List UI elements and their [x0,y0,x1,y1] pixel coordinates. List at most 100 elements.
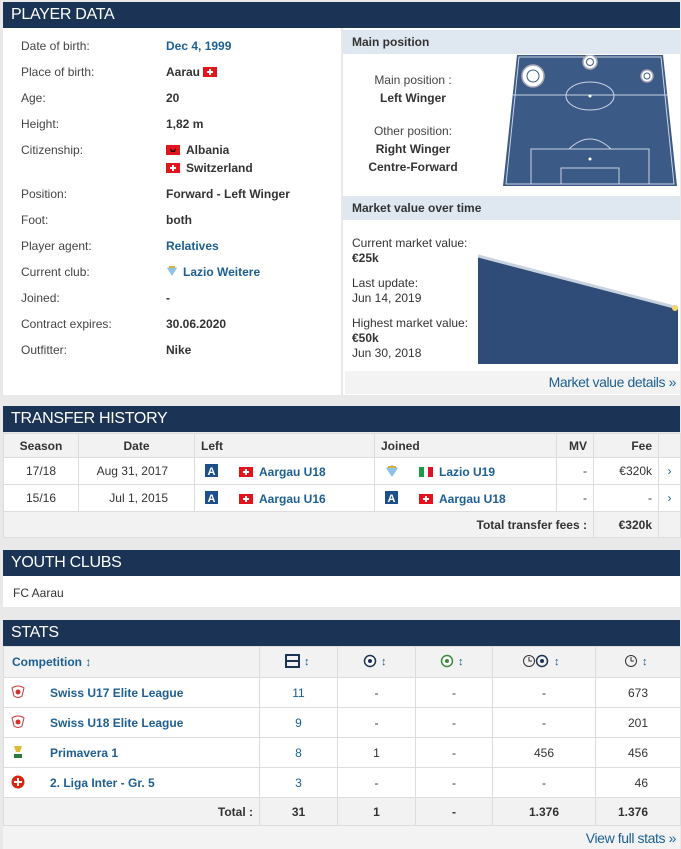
svg-text:↕: ↕ [381,656,387,668]
fact-value: both [166,213,192,227]
fact-text[interactable]: Dec 4, 1999 [166,39,232,53]
club-crest: A [205,463,218,478]
club-cell: A Aargau U18 [374,484,557,512]
svg-text:↕: ↕ [458,656,464,668]
stat-value: 201 [595,707,681,738]
stat-value: 456 [492,737,596,768]
competition-header[interactable]: Competition [12,655,82,669]
stats-row: Swiss U17 Elite League 11- - -673 [3,677,681,708]
stats-table: Competition ↕ ↕ ↕ ↕ ↕ ↕ Swiss U17 Elite … [3,646,681,826]
full-stats-link[interactable]: View full stats » [585,830,677,846]
club-name[interactable]: Lazio U19 [439,464,496,479]
facts-panel [3,28,341,395]
competition-name[interactable]: 2. Liga Inter - Gr. 5 [50,776,155,790]
fact-value: Switzerland [166,161,253,175]
stat-value[interactable]: 11 [259,677,338,708]
competition-cell: Swiss U18 Elite League [3,707,260,738]
club-crest: A [385,490,398,505]
date: Aug 31, 2017 [78,457,195,485]
fact-text: Forward - Left Winger [166,187,290,201]
club-name[interactable]: Aargau U18 [439,491,506,506]
stat-value: - [337,677,416,708]
club-name[interactable]: Aargau U18 [259,464,326,479]
competition-name[interactable]: Swiss U17 Elite League [50,686,184,700]
fact-value: Nike [166,343,191,357]
stat-value[interactable]: 3 [259,767,338,798]
fact-value: Albania [166,143,229,157]
main-position-value: Left Winger [380,91,446,105]
fact-text: both [166,213,192,227]
club-crest: A [205,490,218,505]
stat-value: 1 [337,737,416,768]
svg-text:↕: ↕ [304,656,310,668]
stat-value: - [492,767,596,798]
fact-text[interactable]: Lazio Weitere [183,265,261,279]
club-name[interactable]: Aargau U16 [259,491,326,506]
col-header: MV [556,433,594,458]
stats-row: 2. Liga Inter - Gr. 5 3- - -46 [3,767,681,798]
fact-text: - [166,291,170,305]
fact-text: Aarau [166,65,201,79]
club-cell: A Aargau U18 [194,457,375,485]
fact-value: 1,82 m [166,117,203,131]
minutes-icon: ↕ [625,654,648,668]
competition-icon [11,715,25,728]
svg-text:↕: ↕ [554,656,560,668]
col-header [658,433,681,458]
fact-label: Position: [21,187,68,201]
transfer-row: 17/18 Aug 31, 2017 A Aargau U18 Lazio U19 - €3… [3,457,681,485]
total-value: 1.376 [492,797,596,826]
fact-value: Lazio Weitere [166,265,260,279]
fact-label: Joined: [21,291,60,305]
market-value-link[interactable]: Market value details » [548,374,677,390]
col-header[interactable]: ↕ [337,646,416,678]
stat-value: 673 [595,677,681,708]
col-header: Fee [593,433,659,458]
header-row: Competition ↕ ↕ ↕ ↕ ↕ ↕ [3,646,681,678]
total-value: 1 [337,797,416,826]
other-position-value: Right Winger [375,142,451,156]
total-row: Total :31 1-1.376 1.376 [3,797,681,826]
competition-name[interactable]: Primavera 1 [50,746,119,760]
fact-value: Relatives [166,239,219,253]
total-label: Total : [3,797,260,826]
stat-value[interactable]: 9 [259,707,338,738]
fact-text: 1,82 m [166,117,204,131]
fact-label: Contract expires: [21,317,112,331]
sub-header: Market value over time [343,196,680,220]
col-header[interactable]: ↕ [415,646,493,678]
fact-value: - [166,291,170,305]
stat-value: - [415,707,493,738]
season: 17/18 [3,457,79,485]
fact-value: Forward - Left Winger [166,187,290,201]
fact-label: Citizenship: [21,143,84,157]
row-arrow[interactable]: › [658,457,681,485]
minutes-goal-icon: ↕ [523,654,560,668]
col-header: Date [78,433,195,458]
youth-club: FC Aarau [13,586,64,600]
stat-value[interactable]: 8 [259,737,338,768]
fact-label: Current club: [21,265,90,279]
transfer-table: Season Date Left Joined MV Fee 17/18 Aug … [3,433,681,538]
date: Jul 1, 2015 [78,484,195,512]
col-header[interactable]: ↕ [259,646,338,678]
fact-text[interactable]: Relatives [166,239,219,253]
competition-icon [14,746,22,758]
fact-label: Age: [21,91,46,105]
svg-text:A: A [388,493,396,505]
svg-text:A: A [208,466,216,478]
col-header[interactable]: Competition ↕ [3,646,260,678]
fact-text: 30.06.2020 [166,317,227,331]
transfer-row: 15/16 Jul 1, 2015 A Aargau U16 A Aargau U18 - -… [3,484,681,512]
fact-label: Player agent: [21,239,92,253]
club-cell: Lazio U19 [374,457,557,485]
competition-name[interactable]: Swiss U18 Elite League [50,716,184,730]
row-arrow[interactable]: › [658,484,681,512]
sort-icon[interactable]: ↕ [85,655,92,669]
youth-panel [3,576,680,607]
fact-label: Outfitter: [21,343,68,357]
col-header[interactable]: ↕ [595,646,681,678]
competition-cell: 2. Liga Inter - Gr. 5 [3,767,260,798]
fact-value: Aarau [166,65,223,79]
col-header[interactable]: ↕ [492,646,596,678]
